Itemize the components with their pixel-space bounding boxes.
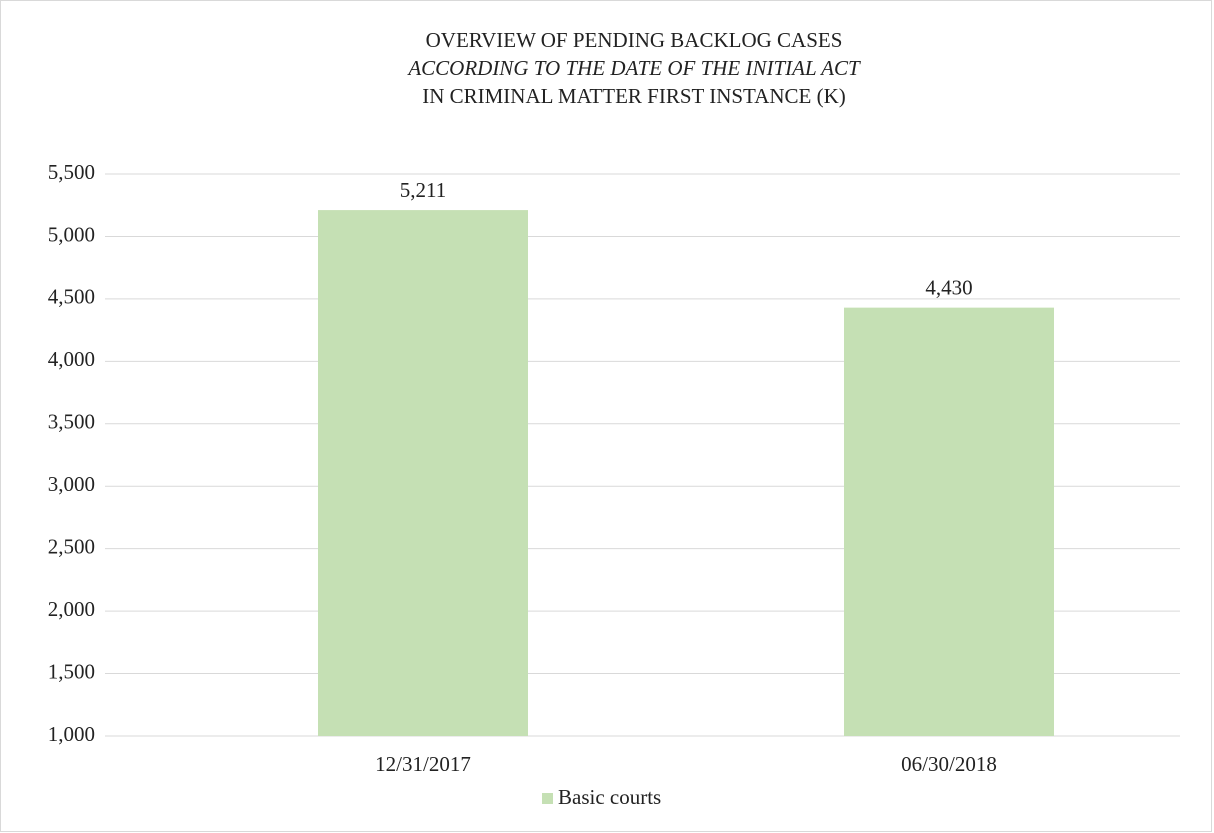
legend-swatch <box>542 793 553 804</box>
y-tick-label: 4,500 <box>48 285 95 309</box>
chart-title: OVERVIEW OF PENDING BACKLOG CASES <box>426 28 843 52</box>
data-label: 5,211 <box>400 178 446 202</box>
data-label: 4,430 <box>925 275 972 299</box>
y-tick-label: 3,500 <box>48 410 95 434</box>
y-tick-label: 4,000 <box>48 347 95 371</box>
y-tick-label: 5,500 <box>48 160 95 184</box>
chart-title: ACCORDING TO THE DATE OF THE INITIAL ACT <box>406 56 861 80</box>
y-tick-label: 3,000 <box>48 472 95 496</box>
bar <box>844 307 1054 736</box>
y-tick-label: 2,000 <box>48 597 95 621</box>
x-tick-label: 06/30/2018 <box>901 752 997 776</box>
legend-label: Basic courts <box>558 785 661 809</box>
x-tick-label: 12/31/2017 <box>375 752 471 776</box>
bar <box>318 210 528 736</box>
y-tick-label: 1,000 <box>48 722 95 746</box>
y-tick-label: 2,500 <box>48 534 95 558</box>
y-tick-label: 1,500 <box>48 659 95 683</box>
chart-title: IN CRIMINAL MATTER FIRST INSTANCE (K) <box>422 84 846 108</box>
y-tick-label: 5,000 <box>48 222 95 246</box>
